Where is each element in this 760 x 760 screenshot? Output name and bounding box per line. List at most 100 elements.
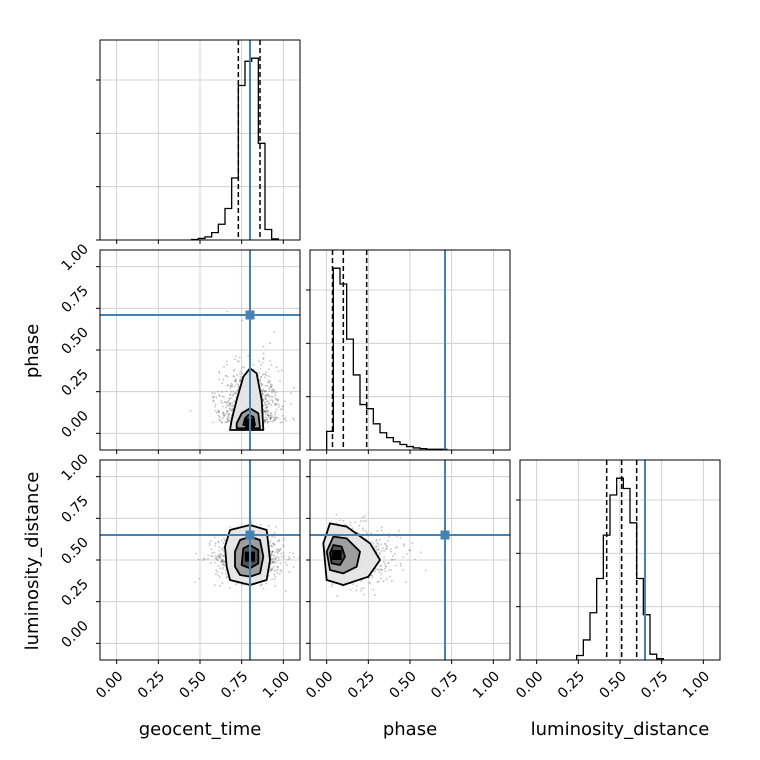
- sample-point: [368, 582, 371, 585]
- sample-point: [272, 542, 275, 545]
- sample-point: [270, 553, 273, 556]
- sample-point: [267, 381, 269, 384]
- y-tick-label: 0.75: [58, 493, 91, 526]
- sample-point: [270, 568, 273, 571]
- sample-point: [270, 569, 273, 572]
- sample-point: [390, 569, 392, 571]
- sample-point: [225, 402, 228, 404]
- sample-point: [411, 542, 414, 545]
- sample-point: [217, 414, 220, 417]
- sample-point: [212, 421, 214, 424]
- sample-point: [275, 391, 278, 394]
- sample-point: [220, 400, 223, 403]
- sample-point: [381, 547, 384, 549]
- sample-point: [228, 402, 230, 405]
- sample-point: [269, 544, 272, 547]
- sample-point: [276, 399, 279, 402]
- sample-point: [262, 388, 265, 391]
- sample-point: [282, 545, 285, 548]
- sample-point: [224, 401, 227, 404]
- sample-point: [274, 402, 277, 405]
- panel-plot-area: [310, 460, 510, 660]
- sample-point: [375, 545, 378, 547]
- sample-point: [406, 552, 408, 555]
- sample-point: [271, 550, 274, 553]
- sample-point: [274, 411, 277, 414]
- sample-point: [380, 568, 383, 571]
- y-tick-label: 0.25: [58, 366, 91, 399]
- y-tick-label: 0.00: [58, 618, 91, 651]
- sample-point: [358, 524, 361, 527]
- sample-point: [262, 357, 265, 359]
- sample-point: [375, 539, 378, 541]
- sample-point: [218, 549, 221, 552]
- sample-point: [211, 396, 214, 398]
- y-tick-label: 0.50: [58, 534, 91, 567]
- sample-point: [277, 538, 280, 541]
- sample-point: [281, 408, 284, 411]
- sample-point: [275, 366, 278, 369]
- sample-point: [230, 385, 232, 387]
- sample-point: [225, 404, 228, 407]
- sample-point: [223, 414, 226, 417]
- sample-point: [214, 403, 217, 406]
- sample-point: [272, 390, 275, 393]
- sample-point: [262, 398, 264, 401]
- sample-point: [264, 407, 267, 410]
- x-tick-label: 0.00: [513, 668, 546, 701]
- sample-point: [260, 376, 263, 378]
- sample-point: [221, 563, 224, 566]
- panel-frame: [309, 459, 511, 661]
- sample-point: [217, 554, 219, 556]
- sample-point: [220, 548, 223, 551]
- sample-point: [214, 405, 217, 408]
- sample-point: [273, 578, 276, 580]
- sample-point: [383, 556, 386, 559]
- sample-point: [399, 562, 402, 565]
- sample-point: [364, 529, 367, 532]
- sample-point: [264, 413, 267, 416]
- sample-point: [263, 419, 266, 422]
- sample-point: [277, 548, 279, 551]
- sample-point: [267, 414, 270, 417]
- sample-point: [235, 380, 237, 383]
- sample-point: [226, 417, 229, 420]
- sample-point: [392, 555, 394, 558]
- sample-point: [273, 562, 275, 565]
- panel-plot-area: [100, 460, 300, 660]
- sample-point: [241, 319, 244, 322]
- sample-point: [198, 577, 200, 580]
- sample-point: [226, 376, 229, 379]
- sample-point: [260, 364, 262, 366]
- sample-point: [226, 575, 229, 578]
- sample-point: [383, 549, 386, 552]
- sample-point: [381, 569, 383, 572]
- sample-point: [268, 395, 271, 398]
- sample-point: [342, 519, 345, 522]
- x-axis-label-phase: phase: [383, 719, 437, 740]
- sample-point: [224, 421, 227, 424]
- sample-point: [267, 413, 269, 416]
- sample-point: [354, 521, 357, 523]
- y-tick-label: 1.00: [58, 241, 91, 274]
- sample-point: [378, 539, 381, 541]
- sample-point: [229, 404, 232, 407]
- sample-point: [349, 588, 352, 591]
- sample-point: [266, 393, 269, 396]
- sample-point: [376, 542, 379, 544]
- sample-point: [222, 563, 225, 565]
- sample-point: [279, 408, 282, 411]
- sample-point: [223, 560, 226, 563]
- sample-point: [218, 410, 220, 412]
- sample-point: [262, 410, 265, 413]
- panel-geocent_time-vs-geocent_time: [96, 39, 301, 244]
- sample-point: [215, 569, 218, 572]
- sample-point: [214, 409, 217, 412]
- sample-point: [213, 551, 216, 554]
- sample-point: [223, 539, 226, 542]
- sample-point: [225, 421, 228, 423]
- sample-point: [217, 410, 220, 413]
- sample-point: [275, 548, 278, 551]
- sample-point: [274, 392, 277, 395]
- sample-point: [221, 561, 224, 564]
